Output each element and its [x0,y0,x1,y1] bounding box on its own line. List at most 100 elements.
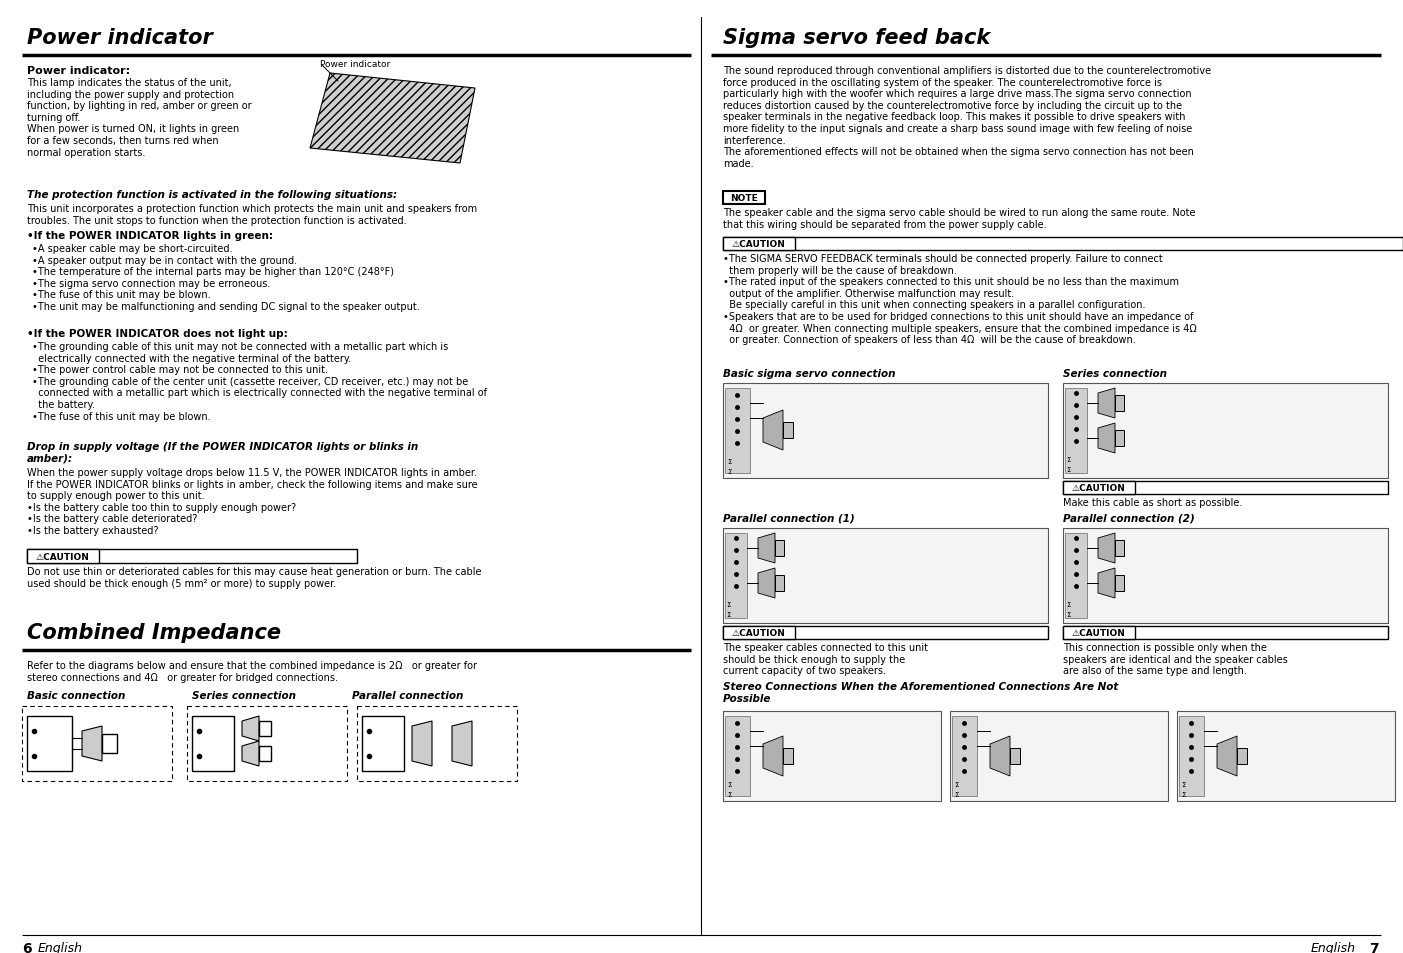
Text: Σ: Σ [727,781,731,787]
FancyBboxPatch shape [1177,711,1395,801]
FancyBboxPatch shape [1065,534,1087,618]
Text: Σ: Σ [727,469,731,475]
Text: Power indicator: Power indicator [27,28,213,48]
FancyBboxPatch shape [192,717,234,771]
Text: Σ: Σ [725,612,731,618]
Text: Basic connection: Basic connection [27,690,125,700]
FancyBboxPatch shape [725,717,751,796]
Polygon shape [1099,423,1115,454]
FancyBboxPatch shape [723,384,1048,478]
Text: NOTE: NOTE [730,193,758,203]
Text: •The SIGMA SERVO FEEDBACK terminals should be connected properly. Failure to con: •The SIGMA SERVO FEEDBACK terminals shou… [723,253,1197,345]
FancyBboxPatch shape [1063,626,1135,639]
Text: This unit incorporates a protection function which protects the main unit and sp: This unit incorporates a protection func… [27,204,477,225]
Text: Series connection: Series connection [192,690,296,700]
Text: Σ: Σ [954,791,958,797]
Polygon shape [1099,389,1115,418]
Text: Make this cable as short as possible.: Make this cable as short as possible. [1063,497,1243,507]
FancyBboxPatch shape [723,192,765,205]
Text: ⚠CAUTION: ⚠CAUTION [1072,483,1127,493]
Text: Σ: Σ [727,458,731,464]
Text: 6: 6 [22,941,32,953]
FancyBboxPatch shape [1063,384,1388,478]
FancyBboxPatch shape [1063,481,1135,495]
Polygon shape [1216,737,1237,776]
Text: ⚠CAUTION: ⚠CAUTION [732,240,786,249]
Text: ⚠CAUTION: ⚠CAUTION [732,628,786,638]
FancyBboxPatch shape [1063,626,1388,639]
Text: •If the POWER INDICATOR does not light up:: •If the POWER INDICATOR does not light u… [27,329,288,338]
FancyBboxPatch shape [362,717,404,771]
Text: Σ: Σ [1066,467,1070,473]
Text: Parallel connection: Parallel connection [352,690,463,700]
Text: When the power supply voltage drops below 11.5 V, the POWER INDICATOR lights in : When the power supply voltage drops belo… [27,468,477,536]
FancyBboxPatch shape [774,540,784,557]
Polygon shape [81,726,102,761]
Text: English: English [38,941,83,953]
FancyBboxPatch shape [27,550,356,563]
Bar [22,706,173,781]
FancyBboxPatch shape [725,389,751,474]
Text: Series connection: Series connection [1063,369,1167,378]
FancyBboxPatch shape [723,626,1048,639]
Text: The speaker cables connected to this unit
should be thick enough to supply the
c: The speaker cables connected to this uni… [723,642,927,676]
Polygon shape [758,568,774,598]
FancyBboxPatch shape [260,721,271,737]
FancyBboxPatch shape [1237,748,1247,764]
Text: Σ: Σ [1066,612,1070,618]
Text: This lamp indicates the status of the unit,
including the power supply and prote: This lamp indicates the status of the un… [27,78,251,157]
Text: English: English [1310,941,1357,953]
Polygon shape [412,721,432,766]
FancyBboxPatch shape [1010,748,1020,764]
Polygon shape [1099,534,1115,563]
FancyBboxPatch shape [1179,717,1204,796]
FancyBboxPatch shape [723,711,941,801]
FancyBboxPatch shape [1115,431,1124,447]
FancyBboxPatch shape [723,626,796,639]
FancyBboxPatch shape [260,746,271,761]
Polygon shape [1099,568,1115,598]
Text: Parallel connection (1): Parallel connection (1) [723,514,854,523]
Text: •The grounding cable of this unit may not be connected with a metallic part whic: •The grounding cable of this unit may no… [32,341,487,421]
Text: •A speaker cable may be short-circuited.
•A speaker output may be in contact wit: •A speaker cable may be short-circuited.… [32,244,419,312]
Text: Basic sigma servo connection: Basic sigma servo connection [723,369,895,378]
FancyBboxPatch shape [1115,540,1124,557]
Text: •If the POWER INDICATOR lights in green:: •If the POWER INDICATOR lights in green: [27,231,274,241]
Polygon shape [241,741,260,766]
Text: Σ: Σ [1066,601,1070,607]
FancyBboxPatch shape [725,534,746,618]
Text: The speaker cable and the sigma servo cable should be wired to run along the sam: The speaker cable and the sigma servo ca… [723,208,1195,230]
Text: Parallel connection (2): Parallel connection (2) [1063,514,1195,523]
Text: Σ: Σ [1181,781,1186,787]
FancyBboxPatch shape [1115,395,1124,412]
FancyBboxPatch shape [953,717,976,796]
FancyBboxPatch shape [1063,529,1388,623]
FancyBboxPatch shape [1115,576,1124,592]
FancyBboxPatch shape [774,576,784,592]
Text: Σ: Σ [727,791,731,797]
Text: Stereo Connections When the Aforementioned Connections Are Not
Possible: Stereo Connections When the Aforemention… [723,681,1118,703]
Polygon shape [991,737,1010,776]
Text: Σ: Σ [1181,791,1186,797]
FancyBboxPatch shape [102,734,116,753]
Polygon shape [241,717,260,741]
Polygon shape [763,411,783,451]
FancyBboxPatch shape [723,237,796,251]
FancyBboxPatch shape [723,237,1403,251]
Bar [187,706,347,781]
Text: ⚠CAUTION: ⚠CAUTION [36,552,90,561]
Text: Σ: Σ [725,601,731,607]
FancyBboxPatch shape [783,422,793,438]
Polygon shape [758,534,774,563]
Polygon shape [452,721,471,766]
FancyBboxPatch shape [950,711,1169,801]
Text: Refer to the diagrams below and ensure that the combined impedance is 2Ω   or gr: Refer to the diagrams below and ensure t… [27,660,477,682]
FancyBboxPatch shape [723,529,1048,623]
Text: Power indicator: Power indicator [320,60,390,69]
FancyBboxPatch shape [27,717,72,771]
Text: The protection function is activated in the following situations:: The protection function is activated in … [27,190,397,200]
Text: ⚠CAUTION: ⚠CAUTION [1072,628,1127,638]
Text: Σ: Σ [1066,456,1070,462]
Text: Sigma servo feed back: Sigma servo feed back [723,28,991,48]
Text: Drop in supply voltage (If the POWER INDICATOR lights or blinks in
amber):: Drop in supply voltage (If the POWER IND… [27,441,418,463]
